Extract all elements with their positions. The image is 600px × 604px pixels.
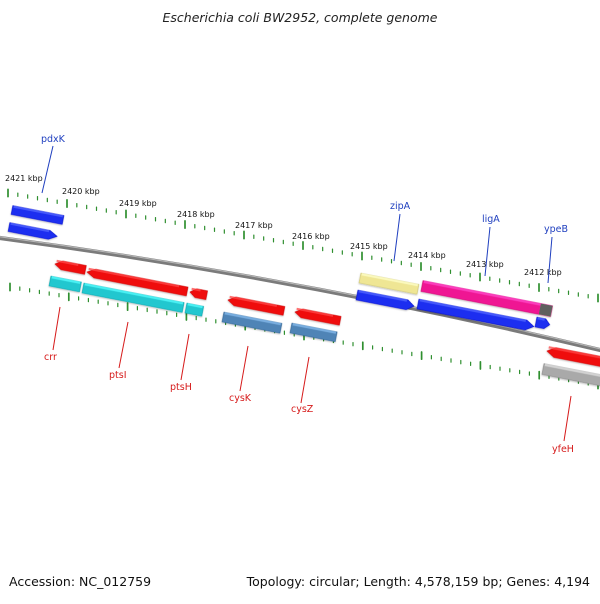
summary-text: Topology: circular; Length: 4,578,159 bp… — [246, 574, 590, 589]
cysk-feature-red — [227, 295, 286, 316]
crr-feature-red-highlight — [56, 259, 79, 266]
yfeh-feature-red-body — [546, 347, 600, 369]
connector-yfeh — [563, 395, 572, 442]
zipa-feature-yellow-highlight — [361, 273, 418, 287]
ypeb-feature-blue — [534, 316, 551, 329]
cysz-feature-steel-highlight — [292, 323, 337, 334]
connector-ypeb — [547, 236, 553, 284]
connector-cysz — [300, 356, 310, 404]
yfeh-feature-gray-highlight — [544, 363, 600, 378]
gene-label-ptsh: ptsH — [170, 382, 192, 393]
zipa-feature-blue-highlight — [358, 290, 408, 302]
yfeh-feature-red-highlight — [548, 346, 600, 359]
ptsi-feature-red-highlight — [88, 267, 180, 288]
crr-feature-red — [54, 259, 87, 275]
backbone-group — [0, 235, 600, 353]
scale-label-2412: 2412 kbp — [524, 268, 562, 277]
liga-feature-blue — [416, 298, 535, 331]
ptsh-feature-red-body — [189, 288, 208, 301]
feature-layer — [7, 205, 600, 387]
gene-label-zipa: zipA — [390, 201, 411, 212]
cysz-feature-red-body — [294, 308, 342, 326]
gene-label-connectors — [41, 145, 572, 442]
scale-label-2421: 2421 kbp — [5, 174, 43, 183]
scale-labels: 2421 kbp 2420 kbp 2419 kbp 2418 kbp 2417… — [5, 174, 562, 277]
pdxk-feature-arrow-highlight — [10, 222, 50, 233]
pdxk-feature-arrow — [7, 222, 58, 240]
ptsi-feature-red-body — [86, 268, 189, 297]
yfeh-feature-gray — [541, 363, 600, 387]
scale-label-2420: 2420 kbp — [62, 187, 100, 196]
gene-label-liga: ligA — [482, 214, 500, 225]
scale-label-2419: 2419 kbp — [119, 199, 157, 208]
connector-pdxk — [41, 145, 54, 194]
zipa-feature-blue — [355, 289, 415, 310]
connector-ptsi — [118, 321, 129, 369]
connector-crr — [52, 306, 61, 351]
gene-label-crr: crr — [44, 352, 57, 363]
crr-feature-cyan — [48, 275, 82, 293]
scale-label-2413: 2413 kbp — [466, 260, 504, 269]
scale-label-2415: 2415 kbp — [350, 242, 388, 251]
yfeh-feature-red — [546, 346, 600, 369]
cysz-feature-red — [294, 307, 342, 326]
ptsi-feature-red — [86, 267, 189, 297]
chromosome-backbone — [0, 235, 600, 353]
pdxk-feature-arrow-body — [7, 222, 58, 240]
gene-label-cysk: cysK — [229, 393, 252, 404]
gene-label-yfeh: yfeH — [552, 444, 574, 455]
ptsh-feature-cyan — [184, 302, 204, 317]
connector-liga — [484, 226, 491, 277]
gene-label-ypeb: ypeB — [544, 224, 568, 235]
connector-ptsh — [180, 333, 190, 381]
cysz-feature-red-highlight — [296, 307, 334, 317]
scale-label-2416: 2416 kbp — [292, 232, 330, 241]
chromosome-backbone-highlight — [0, 236, 600, 350]
liga-feature-magenta-end-cap — [538, 303, 553, 317]
pdxk-feature-top-highlight — [13, 205, 63, 218]
liga-feature-blue-highlight — [419, 299, 526, 322]
crr-feature-red-body — [54, 260, 87, 275]
ypeb-feature-blue-highlight — [537, 317, 545, 321]
map-title: Escherichia coli BW2952, complete genome — [162, 10, 438, 25]
pdxk-feature-top-body — [10, 205, 65, 225]
gene-label-cysz: cysZ — [291, 404, 314, 415]
scale-label-2414: 2414 kbp — [408, 251, 446, 260]
ptsh-feature-cyan-highlight — [187, 303, 203, 309]
liga-feature-magenta-highlight — [423, 280, 552, 308]
cysk-feature-red-body — [227, 296, 286, 316]
bottom-gene-labels: crr ptsI ptsH cysK cysZ yfeH — [44, 352, 574, 455]
gene-label-pdxk: pdxK — [41, 134, 66, 145]
liga-feature-magenta — [420, 280, 553, 317]
cysz-feature-steel — [289, 322, 338, 343]
gene-label-ptsi: ptsI — [109, 370, 127, 381]
scale-label-2418: 2418 kbp — [177, 210, 215, 219]
accession-text: Accession: NC_012759 — [9, 574, 152, 589]
ptsi-feature-cyan-highlight — [84, 283, 184, 305]
cysk-feature-steel-highlight — [224, 312, 281, 326]
cysk-feature-steel — [221, 311, 283, 334]
connector-zipa — [393, 213, 401, 262]
top-gene-labels: pdxK zipA ligA ypeB — [41, 134, 568, 235]
cysk-feature-red-highlight — [229, 295, 277, 307]
zipa-feature-yellow — [358, 272, 420, 295]
ptsh-feature-red-highlight — [191, 287, 201, 292]
scale-label-2417: 2417 kbp — [235, 221, 273, 230]
ptsh-feature-red — [189, 287, 208, 301]
crr-feature-cyan-highlight — [51, 276, 81, 284]
pdxk-feature-top — [10, 205, 65, 225]
connector-cysk — [239, 345, 249, 392]
ptsi-feature-cyan — [81, 282, 185, 313]
